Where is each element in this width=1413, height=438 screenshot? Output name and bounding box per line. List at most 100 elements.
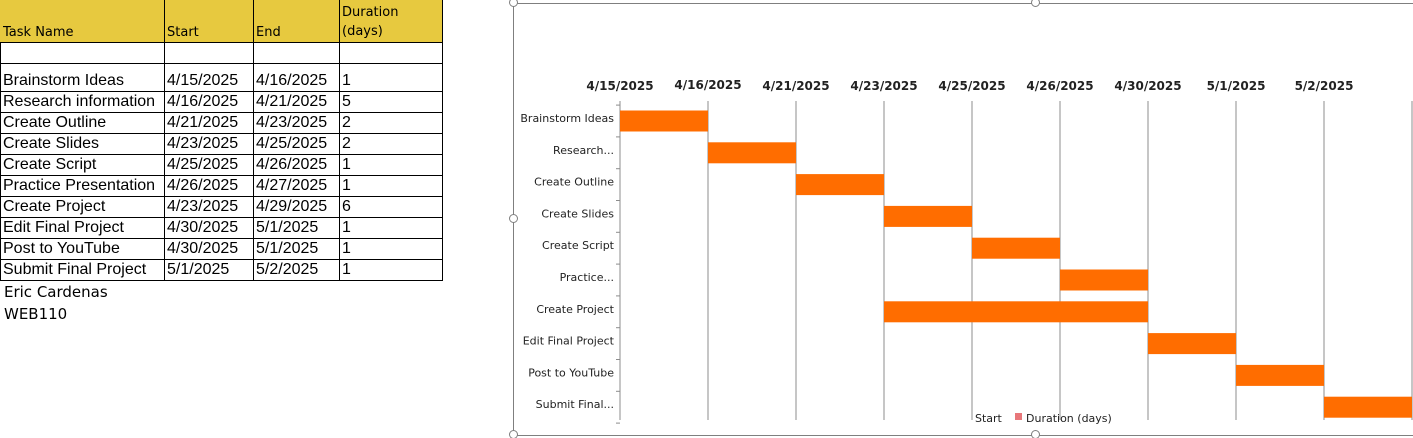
- cell-border: [0, 217, 443, 218]
- category-label: Research...: [553, 144, 614, 157]
- resize-handle-top-middle[interactable]: [1031, 0, 1040, 7]
- cell-border: [339, 0, 340, 280]
- duration-bar: [1324, 396, 1412, 418]
- duration-bar: [620, 110, 708, 132]
- duration-cell[interactable]: 1: [342, 156, 351, 173]
- end-date-cell[interactable]: 5/1/2025: [256, 240, 319, 257]
- author-name[interactable]: Eric Cardenas: [4, 283, 108, 301]
- task-name-cell[interactable]: Brainstorm Ideas: [3, 72, 124, 89]
- start-date-cell[interactable]: 4/30/2025: [167, 240, 239, 257]
- end-date-cell[interactable]: 4/27/2025: [256, 177, 328, 194]
- duration-bar: [1060, 269, 1148, 291]
- duration-bar: [708, 142, 796, 164]
- table-header-row: [0, 0, 443, 42]
- start-date-cell[interactable]: 4/21/2025: [167, 114, 239, 131]
- cell-border: [0, 91, 443, 92]
- x-tick-label: 5/1/2025: [1207, 79, 1266, 93]
- task-name-cell[interactable]: Research information: [3, 93, 156, 110]
- cell-border: [442, 0, 443, 280]
- start-date-cell[interactable]: 5/1/2025: [167, 261, 230, 278]
- end-date-cell[interactable]: 4/16/2025: [256, 72, 328, 89]
- task-name-cell[interactable]: Post to YouTube: [3, 240, 120, 257]
- cell-border: [0, 280, 443, 281]
- task-name-cell[interactable]: Create Project: [3, 198, 106, 215]
- course-code[interactable]: WEB110: [4, 305, 68, 323]
- cell-border: [0, 42, 443, 43]
- duration-cell[interactable]: 6: [342, 198, 351, 215]
- x-tick-label: 4/15/2025: [586, 79, 653, 93]
- category-label: Submit Final...: [536, 398, 614, 411]
- end-date-cell[interactable]: 5/2/2025: [256, 261, 319, 278]
- category-label: Create Slides: [541, 207, 614, 220]
- legend-duration-swatch: [1015, 413, 1022, 420]
- end-date-cell[interactable]: 4/23/2025: [256, 114, 328, 131]
- legend-start-label: Start: [975, 412, 1003, 425]
- cell-border: [0, 238, 443, 239]
- category-label: Edit Final Project: [523, 335, 615, 348]
- resize-handle-bottom-middle[interactable]: [1031, 430, 1040, 438]
- cell-border: [0, 196, 443, 197]
- start-date-cell[interactable]: 4/15/2025: [167, 72, 239, 89]
- legend-duration-label: Duration (days): [1026, 412, 1112, 425]
- start-date-cell[interactable]: 4/23/2025: [167, 135, 239, 152]
- x-tick-label: 4/21/2025: [762, 79, 829, 93]
- end-date-cell[interactable]: 5/1/2025: [256, 219, 319, 236]
- end-date-cell[interactable]: 4/25/2025: [256, 135, 328, 152]
- duration-bar: [972, 237, 1060, 259]
- task-name-cell[interactable]: Create Script: [3, 156, 97, 173]
- header-end[interactable]: End: [256, 25, 281, 40]
- end-date-cell[interactable]: 4/26/2025: [256, 156, 328, 173]
- cell-border: [0, 154, 443, 155]
- x-tick-label: 4/23/2025: [850, 79, 917, 93]
- duration-bar: [1148, 333, 1236, 355]
- cell-border: [0, 112, 443, 113]
- start-date-cell[interactable]: 4/30/2025: [167, 219, 239, 236]
- duration-cell[interactable]: 1: [342, 240, 351, 257]
- duration-cell[interactable]: 2: [342, 135, 351, 152]
- task-name-cell[interactable]: Create Slides: [3, 135, 100, 152]
- duration-cell[interactable]: 1: [342, 219, 351, 236]
- duration-cell[interactable]: 1: [342, 177, 351, 194]
- duration-bar: [796, 174, 884, 196]
- duration-cell[interactable]: 1: [342, 261, 351, 278]
- cell-border: [0, 133, 443, 134]
- cell-border: [0, 175, 443, 176]
- cell-border: [253, 0, 254, 280]
- start-date-cell[interactable]: 4/16/2025: [167, 93, 239, 110]
- x-tick-label: 4/26/2025: [1026, 79, 1093, 93]
- x-tick-label: 4/30/2025: [1114, 79, 1181, 93]
- duration-bar: [1236, 364, 1324, 386]
- category-label: Create Outline: [534, 176, 614, 189]
- task-name-cell[interactable]: Edit Final Project: [3, 219, 124, 236]
- task-name-cell[interactable]: Create Outline: [3, 114, 107, 131]
- task-name-cell[interactable]: Practice Presentation: [3, 177, 156, 194]
- category-label: Brainstorm Ideas: [520, 112, 614, 125]
- category-label: Create Script: [542, 239, 615, 252]
- x-tick-label: 4/25/2025: [938, 79, 1005, 93]
- duration-cell[interactable]: 1: [342, 72, 351, 89]
- header-duration[interactable]: Duration (days): [342, 5, 399, 39]
- category-label: Post to YouTube: [528, 366, 614, 379]
- start-date-cell[interactable]: 4/26/2025: [167, 177, 239, 194]
- start-date-cell[interactable]: 4/23/2025: [167, 198, 239, 215]
- resize-handle-bottom-left[interactable]: [509, 430, 518, 438]
- cell-border: [0, 42, 1, 280]
- x-tick-label: 4/16/2025: [674, 78, 741, 92]
- header-task-name[interactable]: Task Name: [3, 25, 74, 40]
- resize-handle-middle-left[interactable]: [509, 214, 518, 223]
- x-tick-label: 5/2/2025: [1295, 79, 1354, 93]
- start-date-cell[interactable]: 4/25/2025: [167, 156, 239, 173]
- task-name-cell[interactable]: Submit Final Project: [3, 261, 147, 278]
- duration-bar: [884, 301, 1148, 323]
- header-start[interactable]: Start: [167, 25, 199, 40]
- category-label: Create Project: [536, 303, 614, 316]
- end-date-cell[interactable]: 4/29/2025: [256, 198, 328, 215]
- end-date-cell[interactable]: 4/21/2025: [256, 93, 328, 110]
- cell-border: [0, 259, 443, 260]
- duration-bar: [884, 205, 972, 227]
- duration-cell[interactable]: 5: [342, 93, 351, 110]
- category-label: Practice...: [560, 271, 614, 284]
- duration-cell[interactable]: 2: [342, 114, 351, 131]
- resize-handle-top-left[interactable]: [509, 0, 518, 7]
